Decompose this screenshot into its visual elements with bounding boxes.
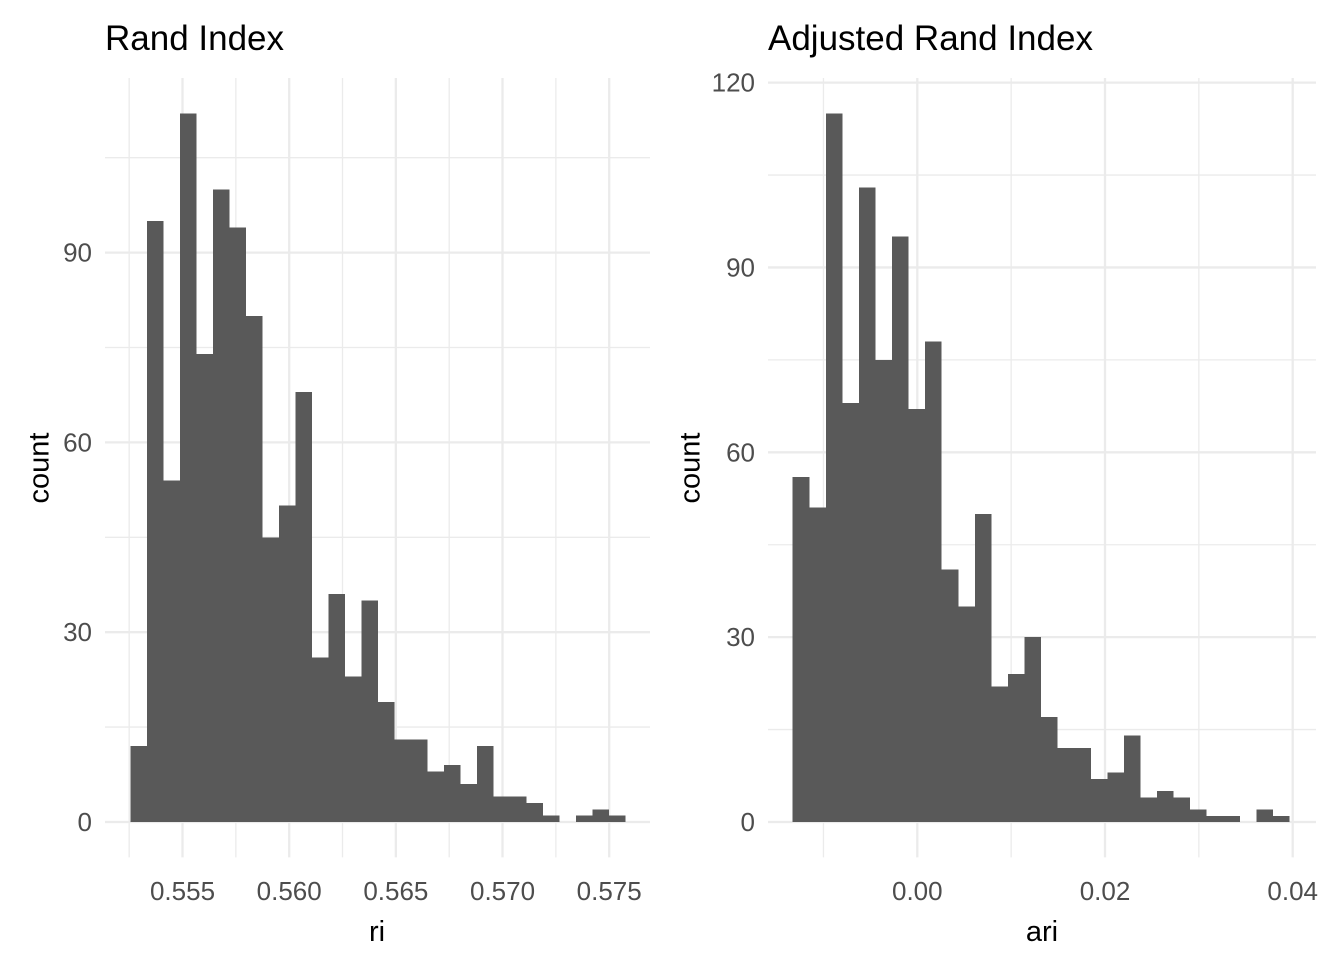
histogram-bar (1024, 637, 1042, 822)
histogram-bar (510, 796, 527, 822)
x-axis-title-ri: ri (368, 916, 386, 948)
y-tick-label: 90 (726, 252, 755, 282)
y-tick-label: 30 (63, 617, 92, 647)
histogram-bar (1206, 815, 1224, 822)
x-tick-label: 0.555 (150, 876, 215, 906)
histogram-bar (196, 353, 214, 822)
histogram-bar (941, 569, 959, 822)
y-tick-label: 0 (78, 807, 92, 837)
y-axis-tick-labels: 0 30 60 90 (63, 238, 92, 837)
histogram-bar (1057, 748, 1075, 822)
x-axis-tick-labels: 0.00 0.02 0.04 (892, 876, 1318, 906)
histogram-bar (1157, 791, 1174, 822)
histogram-bar (892, 236, 909, 822)
histogram-bar (394, 739, 412, 822)
histogram-bar (477, 746, 494, 822)
histogram-bar (295, 391, 313, 822)
histogram-bar (378, 701, 395, 822)
y-tick-label: 120 (712, 68, 755, 98)
x-tick-label: 0.570 (470, 876, 535, 906)
x-tick-label: 0.560 (257, 876, 322, 906)
histogram-bar (493, 796, 511, 822)
histogram-bar (130, 746, 148, 822)
histogram-bar (1223, 815, 1240, 822)
panel-1: 0 30 60 90 120 0.00 0.02 0.04 (712, 68, 1318, 906)
y-tick-label: 60 (726, 437, 755, 467)
histogram-bar (974, 513, 992, 822)
histogram-bar (1173, 797, 1191, 822)
histogram-bar (1140, 797, 1158, 822)
y-axis-tick-labels: 0 30 60 90 120 (712, 68, 755, 837)
x-tick-label: 0.565 (363, 876, 428, 906)
y-tick-label: 30 (726, 622, 755, 652)
histogram-bar (147, 220, 164, 822)
histogram-bar (991, 686, 1008, 822)
histogram-bar (1190, 809, 1207, 822)
histogram-bar (345, 676, 362, 822)
histogram-bar (543, 815, 560, 822)
x-axis-title-ari: ari (1025, 916, 1059, 948)
histogram-bar (262, 537, 280, 822)
histogram-bar (1041, 717, 1058, 822)
y-axis-title-count-left: count (23, 432, 56, 504)
y-tick-label: 90 (63, 238, 92, 268)
histogram-bars (792, 113, 1290, 822)
histogram-bar (858, 187, 876, 822)
histogram-bar (279, 505, 296, 822)
y-tick-label: 60 (63, 427, 92, 457)
histogram-bar (427, 771, 445, 822)
x-axis-tick-labels: 0.555 0.560 0.565 0.570 0.575 (150, 876, 642, 906)
histogram-bar (163, 480, 181, 822)
histogram-bar (925, 341, 942, 822)
histogram-bar (328, 594, 346, 822)
x-tick-label: 0.00 (892, 876, 943, 906)
histogram-bars (130, 113, 626, 822)
histogram-bar (809, 507, 826, 822)
x-tick-label: 0.02 (1080, 876, 1131, 906)
histogram-bar (180, 113, 197, 822)
histogram-bar (609, 815, 626, 822)
histogram-bar (842, 403, 859, 822)
histogram-bar (312, 657, 329, 822)
plot-title-adjusted-rand-index: Adjusted Rand Index (768, 19, 1093, 58)
histogram-bar (1272, 815, 1290, 822)
x-tick-label: 0.575 (577, 876, 642, 906)
y-tick-label: 0 (741, 807, 755, 837)
histogram-bar (908, 409, 926, 822)
histogram-bar (246, 315, 263, 822)
histogram-bar (213, 189, 230, 822)
histogram-bar (592, 809, 610, 822)
histogram-bar (576, 815, 593, 822)
histogram-bar (229, 227, 247, 822)
plot-title-rand-index: Rand Index (105, 19, 285, 58)
histogram-bar (1123, 735, 1141, 822)
histogram-bar (444, 765, 461, 822)
histogram-bar (792, 476, 810, 822)
histogram-bar (526, 802, 544, 822)
histogram-bar (825, 113, 843, 822)
histogram-bar (1074, 748, 1091, 822)
histogram-bar (958, 606, 975, 822)
histogram-bar (1107, 772, 1124, 822)
histogram-bar (361, 600, 379, 822)
histogram-bar (1256, 809, 1273, 822)
histogram-bar (875, 359, 893, 822)
y-axis-title-count-right: count (674, 432, 707, 504)
histogram-bar (1007, 674, 1025, 822)
histogram-bar (460, 784, 478, 822)
histogram-bar (411, 739, 428, 822)
histogram-bar (1090, 778, 1108, 822)
x-tick-label: 0.04 (1267, 876, 1318, 906)
panel-0: 0 30 60 90 0.555 0.560 0.565 0.570 0.575 (63, 78, 650, 906)
